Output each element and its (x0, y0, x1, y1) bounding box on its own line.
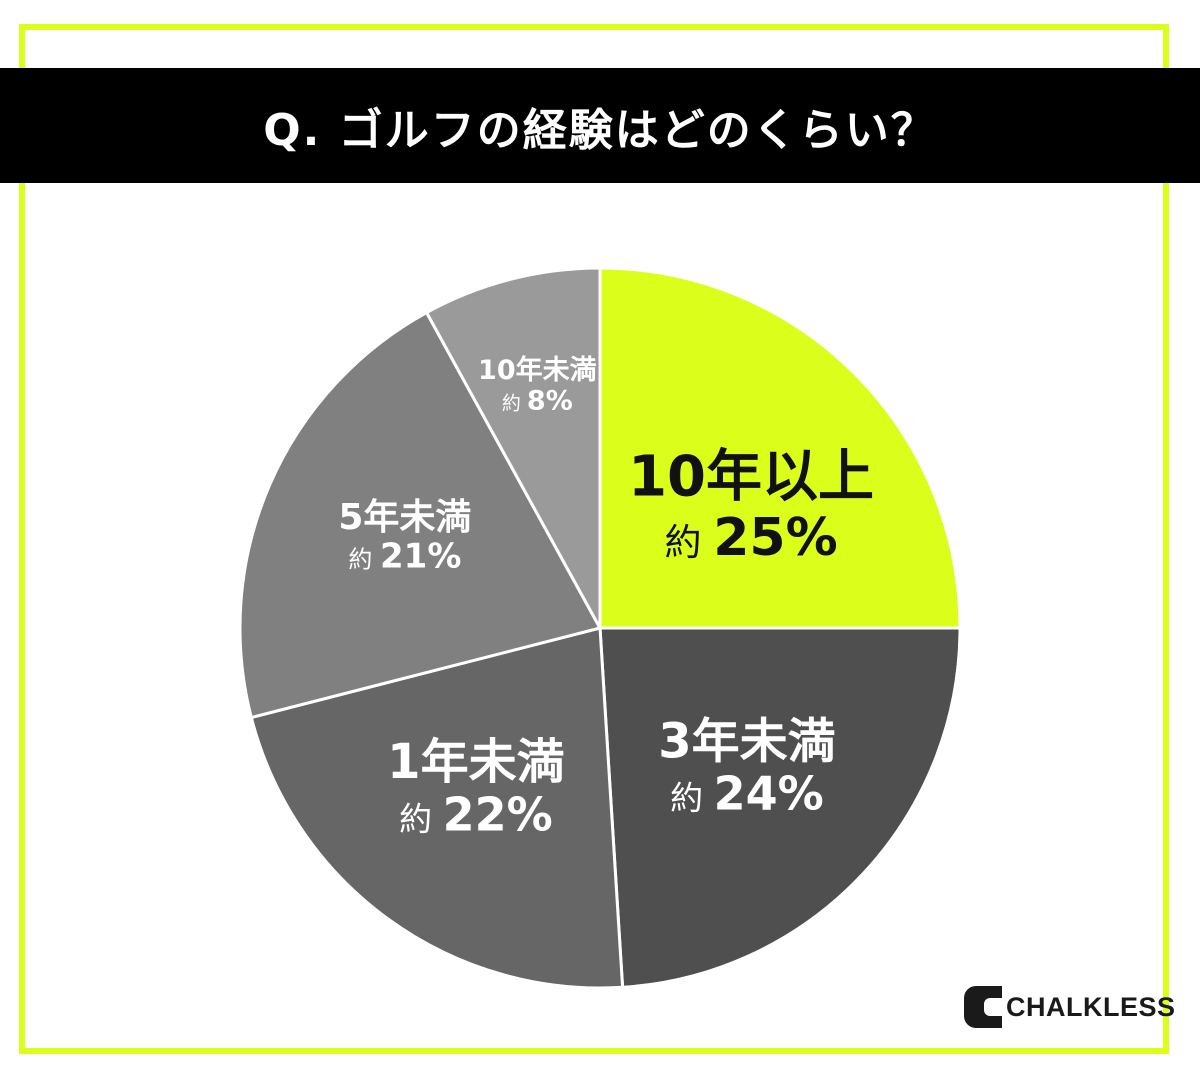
pie-slice-3 (249, 626, 625, 990)
chart-frame (19, 24, 1169, 1054)
pie-slices (238, 266, 962, 990)
slice-label-5: 10年未満 (478, 354, 597, 386)
pie-slice-4 (238, 310, 603, 720)
slice-label-4: 5年未満 (338, 497, 471, 538)
slice-label-3: 1年未満 (387, 734, 564, 790)
pie-slice-5 (424, 266, 602, 629)
logo-text: CHALKLESS (1006, 991, 1176, 1022)
slice-label-1: 10年以上 (628, 445, 874, 510)
slice-value-4: 約 21% (348, 537, 461, 577)
slice-value-3: 約 22% (399, 788, 553, 842)
pie-slice-2 (598, 626, 962, 989)
brand-logo: CHALKLESS (962, 984, 1176, 1030)
slice-value-2: 約 24% (670, 767, 824, 821)
title-bar: Q. ゴルフの経験はどのくらい？ (0, 68, 1200, 183)
slice-value-5: 約 8% (502, 386, 573, 417)
slice-value-1: 約 25% (664, 508, 837, 568)
chart-title: Q. ゴルフの経験はどのくらい？ (263, 104, 937, 156)
chalkless-logo-icon (964, 986, 1002, 1028)
pie-slice-1 (598, 266, 962, 630)
slice-label-2: 3年未満 (658, 713, 835, 769)
